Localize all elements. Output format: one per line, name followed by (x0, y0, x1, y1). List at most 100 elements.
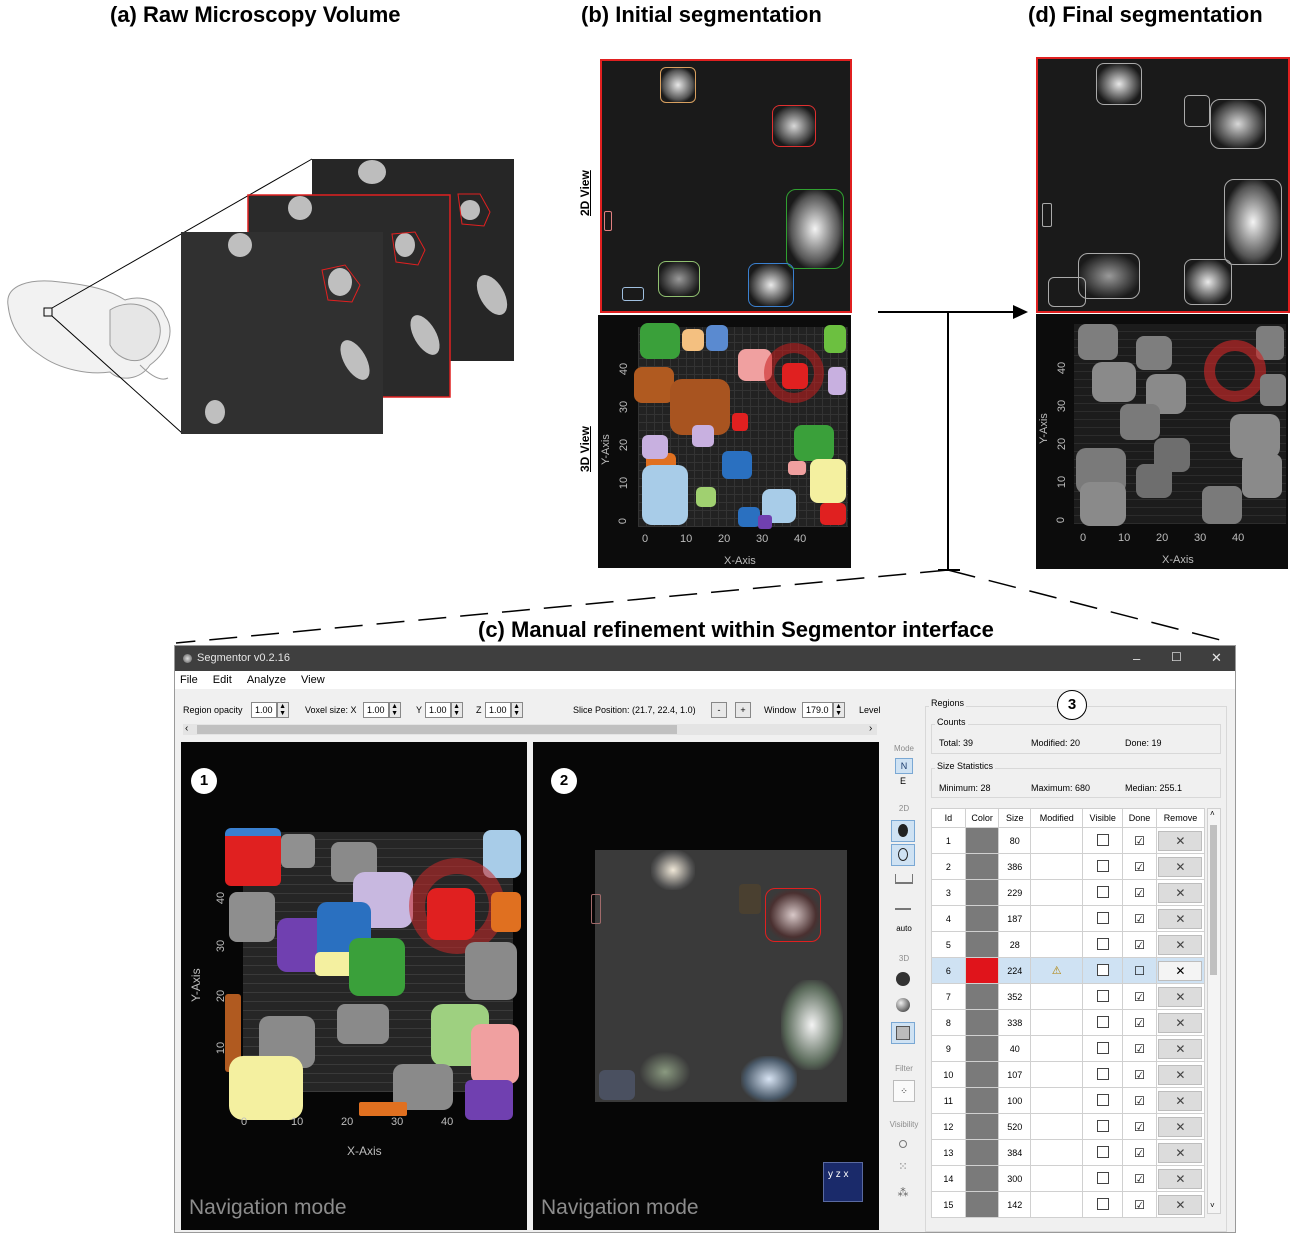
region-color-cell[interactable] (964, 1087, 1000, 1114)
split-tool-icon[interactable] (895, 900, 911, 910)
grid-visibility-icon[interactable]: ⁙ (898, 1161, 908, 1173)
region-color-cell[interactable] (964, 1113, 1000, 1140)
region-color-cell[interactable] (964, 853, 1000, 880)
table-row[interactable]: 13 384 ☑ ✕ (931, 1139, 1206, 1166)
region-color-cell[interactable] (964, 1061, 1000, 1088)
region-visible-checkbox[interactable] (1096, 1015, 1109, 1028)
region-color-cell[interactable] (964, 1191, 1000, 1218)
region-color-cell[interactable] (964, 879, 1000, 906)
table-row[interactable]: 2 386 ☑ ✕ (931, 853, 1206, 880)
view-2d-navigation[interactable]: 2 y z x Navigation mode (533, 742, 879, 1230)
remove-region-button[interactable]: ✕ (1158, 960, 1203, 981)
region-done-checkbox[interactable]: ☑ (1134, 1171, 1145, 1186)
col-modified[interactable]: Modified (1030, 808, 1084, 828)
remove-region-button[interactable]: ✕ (1158, 1012, 1203, 1033)
region-color-cell[interactable] (964, 827, 1000, 854)
slice-plus-button[interactable]: + (735, 702, 751, 718)
table-scrollbar[interactable]: ˄ ˅ (1207, 808, 1221, 1214)
table-row[interactable]: 4 187 ☑ ✕ (931, 905, 1206, 932)
slice-minus-button[interactable]: - (711, 702, 727, 718)
region-color-cell[interactable] (964, 1035, 1000, 1062)
region-opacity-stepper[interactable]: ▲ ▼ (276, 702, 289, 718)
menu-edit[interactable]: Edit (212, 674, 232, 686)
region-color-cell[interactable] (964, 931, 1000, 958)
table-scroll-thumb[interactable] (1210, 825, 1217, 975)
region-done-checkbox[interactable]: ☑ (1134, 1067, 1145, 1082)
region-color-cell[interactable] (964, 1165, 1000, 1192)
region-done-checkbox[interactable]: ☐ (1134, 963, 1145, 978)
col-remove[interactable]: Remove (1155, 808, 1206, 828)
voxel-y-stepper[interactable]: ▲ ▼ (450, 702, 463, 718)
region-color-swatch[interactable] (965, 1010, 999, 1035)
table-row[interactable]: 6 224 ⚠ ☐ ✕ (931, 957, 1206, 984)
voxel-y-input[interactable]: 1.00 (425, 702, 451, 718)
region-visible-checkbox[interactable] (1096, 989, 1109, 1002)
remove-region-button[interactable]: ✕ (1158, 1116, 1203, 1137)
region-visible-checkbox[interactable] (1096, 937, 1109, 950)
region-color-swatch[interactable] (965, 1088, 999, 1113)
region-done-checkbox[interactable]: ☑ (1134, 859, 1145, 874)
outline-tool-button[interactable] (891, 844, 915, 866)
remove-region-button[interactable]: ✕ (1158, 986, 1203, 1007)
region-color-swatch[interactable] (965, 828, 999, 853)
menu-view[interactable]: View (301, 674, 325, 686)
table-row[interactable]: 12 520 ☑ ✕ (931, 1113, 1206, 1140)
blob-tool-button[interactable] (891, 820, 915, 842)
view-3d-navigation[interactable]: 1 0 10 20 30 40 X-Axis Y-Axis 10 20 30 (181, 742, 527, 1230)
region-color-swatch[interactable] (965, 1192, 999, 1217)
region-done-checkbox[interactable]: ☑ (1134, 1093, 1145, 1108)
region-visible-checkbox[interactable] (1096, 833, 1109, 846)
region-color-swatch[interactable] (965, 958, 999, 983)
dot-visibility-icon[interactable] (899, 1140, 907, 1148)
region-visible-checkbox[interactable] (1096, 911, 1109, 924)
table-row[interactable]: 3 229 ☑ ✕ (931, 879, 1206, 906)
region-opacity-input[interactable]: 1.00 (251, 702, 277, 718)
remove-region-button[interactable]: ✕ (1158, 934, 1203, 955)
remove-region-button[interactable]: ✕ (1158, 1064, 1203, 1085)
region-done-checkbox[interactable]: ☑ (1134, 1015, 1145, 1030)
remove-region-button[interactable]: ✕ (1158, 1142, 1203, 1163)
table-row[interactable]: 7 352 ☑ ✕ (931, 983, 1206, 1010)
region-color-swatch[interactable] (965, 854, 999, 879)
maximize-button[interactable]: ☐ (1171, 650, 1182, 664)
scroll-thumb[interactable] (197, 725, 677, 734)
region-color-cell[interactable] (964, 1139, 1000, 1166)
col-color[interactable]: Color (964, 808, 1000, 828)
ruler-icon[interactable] (895, 874, 913, 884)
region-done-checkbox[interactable]: ☑ (1134, 833, 1145, 848)
close-button[interactable]: ✕ (1211, 650, 1222, 665)
voxel-z-input[interactable]: 1.00 (485, 702, 511, 718)
region-color-swatch[interactable] (965, 1062, 999, 1087)
table-row[interactable]: 14 300 ☑ ✕ (931, 1165, 1206, 1192)
toolbar-scrollbar[interactable]: ‹ › (183, 723, 877, 735)
table-row[interactable]: 8 338 ☑ ✕ (931, 1009, 1206, 1036)
region-done-checkbox[interactable]: ☑ (1134, 885, 1145, 900)
region-color-swatch[interactable] (965, 984, 999, 1009)
region-visible-checkbox[interactable] (1096, 1093, 1109, 1106)
remove-region-button[interactable]: ✕ (1158, 908, 1203, 929)
auto-button[interactable]: auto (896, 924, 912, 933)
region-done-checkbox[interactable]: ☑ (1134, 937, 1145, 952)
sphere-icon[interactable] (896, 998, 910, 1012)
menu-analyze[interactable]: Analyze (246, 674, 286, 686)
cluster-visibility-icon[interactable]: ⁂ (897, 1187, 909, 1199)
col-id[interactable]: Id (931, 808, 966, 828)
region-color-swatch[interactable] (965, 880, 999, 905)
table-row[interactable]: 15 142 ☑ ✕ (931, 1191, 1206, 1218)
region-color-cell[interactable] (964, 905, 1000, 932)
scroll-right-icon[interactable]: › (869, 723, 873, 734)
table-row[interactable]: 1 80 ☑ ✕ (931, 827, 1206, 854)
region-color-swatch[interactable] (965, 932, 999, 957)
remove-region-button[interactable]: ✕ (1158, 1194, 1203, 1215)
region-done-checkbox[interactable]: ☑ (1134, 1145, 1145, 1160)
region-done-checkbox[interactable]: ☑ (1134, 911, 1145, 926)
slice-image[interactable] (595, 850, 847, 1102)
mode-n-button[interactable]: N (895, 758, 913, 774)
table-row[interactable]: 5 28 ☑ ✕ (931, 931, 1206, 958)
voxel-z-stepper[interactable]: ▲ ▼ (510, 702, 523, 718)
region-visible-checkbox[interactable] (1096, 1145, 1109, 1158)
region-color-swatch[interactable] (965, 1140, 999, 1165)
region-visible-checkbox[interactable] (1096, 859, 1109, 872)
remove-region-button[interactable]: ✕ (1158, 1090, 1203, 1111)
region-done-checkbox[interactable]: ☑ (1134, 989, 1145, 1004)
